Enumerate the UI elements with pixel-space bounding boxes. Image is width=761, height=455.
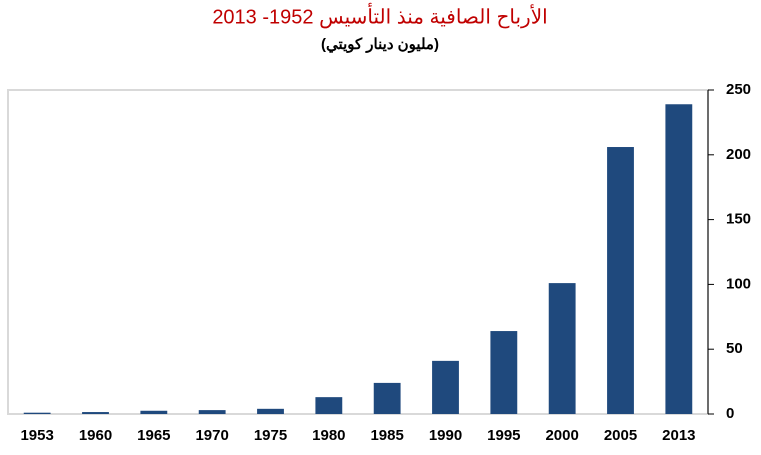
bar [665,104,693,415]
x-tick-label: 1965 [137,427,170,444]
bar [373,382,401,414]
y-tick-label: 50 [726,340,743,357]
x-tick-label: 2013 [662,427,695,444]
x-tick-label: 1953 [20,427,53,444]
bar [23,412,51,414]
y-tick-label: 200 [726,146,751,163]
chart-title: الأرباح الصافية منذ التأسيس 1952- 2013 [212,2,547,28]
bar [140,410,168,414]
x-tick-label: 1980 [312,427,345,444]
x-tick-label: 1960 [79,427,112,444]
bar [257,408,284,414]
bar [198,410,226,414]
bar [82,412,109,414]
bar [490,331,518,414]
bar [548,283,576,414]
x-tick-label: 1970 [195,427,228,444]
y-tick-label: 0 [726,405,734,422]
y-tick-label: 100 [726,275,751,292]
x-tick-label: 1990 [429,427,462,444]
plot-frame [7,89,709,415]
chart-subtitle: (مليون دينار كويتي) [321,36,439,54]
bar [315,397,343,414]
x-tick-label: 1985 [370,427,403,444]
y-tick-label: 150 [726,211,751,228]
y-tick-label: 250 [726,81,751,98]
bar [607,147,634,415]
x-tick-label: 2000 [545,427,578,444]
x-tick-label: 2005 [604,427,637,444]
bar [432,360,459,414]
x-tick-label: 1995 [487,427,520,444]
x-tick-label: 1975 [254,427,287,444]
